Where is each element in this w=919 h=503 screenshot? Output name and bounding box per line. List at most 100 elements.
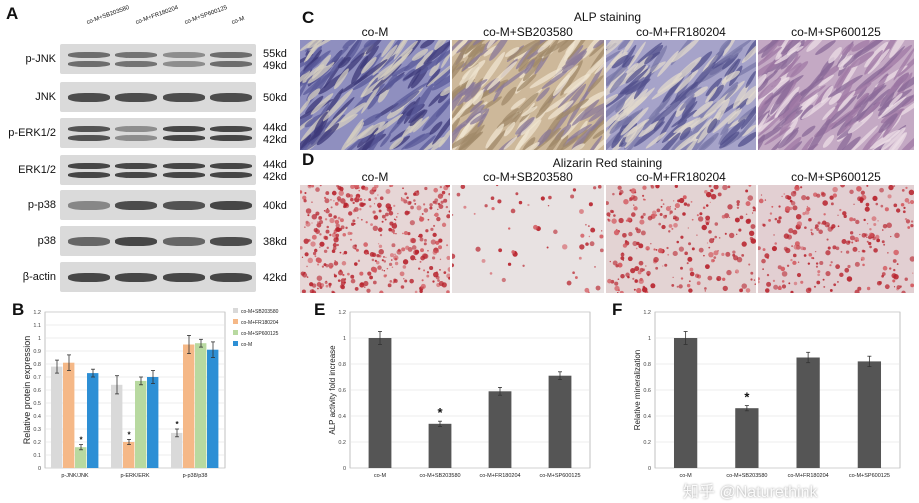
cell-shape (801, 96, 832, 120)
mineral-nodule (402, 259, 409, 265)
mineral-nodule (706, 242, 709, 244)
mineral-nodule (553, 229, 558, 235)
mineral-nodule (335, 223, 340, 228)
mineral-nodule (347, 231, 352, 236)
mineral-nodule (821, 192, 826, 197)
mineral-nodule (774, 217, 778, 221)
mineral-nodule (866, 185, 869, 187)
cell-shape (506, 40, 543, 61)
cell-shape (741, 124, 756, 137)
cell-shape (864, 41, 889, 68)
cell-shape (589, 40, 604, 57)
cell-shape (758, 73, 767, 90)
mineral-nodule (722, 277, 726, 281)
cell-shape (342, 40, 357, 49)
cell-shape (592, 129, 604, 139)
mineral-nodule (341, 261, 347, 266)
mineral-nodule (452, 214, 454, 216)
cell-shape (326, 56, 344, 78)
cell-shape (737, 85, 756, 106)
y-tick-label: 0.6 (338, 388, 346, 394)
mineral-nodule (510, 208, 516, 214)
mineral-nodule (350, 278, 356, 284)
alizarin-label-com: co-M (361, 170, 389, 184)
mineral-nodule (705, 204, 709, 207)
mineral-nodule (389, 185, 394, 188)
blot-band (163, 163, 205, 169)
mineral-nodule (888, 185, 894, 191)
mineral-nodule (367, 271, 372, 276)
cell-shape (415, 50, 434, 70)
mineral-nodule (793, 281, 798, 286)
cell-shape (840, 59, 861, 90)
mineral-nodule (696, 234, 698, 236)
mineral-nodule (659, 212, 663, 216)
mineral-nodule (638, 243, 644, 249)
cell-shape (300, 114, 313, 133)
mineral-nodule (416, 205, 422, 211)
mineral-nodule (632, 195, 638, 201)
mineral-nodule (669, 210, 673, 214)
cell-shape (560, 60, 583, 96)
mineral-nodule (773, 284, 779, 290)
mineral-nodule (816, 227, 820, 231)
x-tick-label: co-M+SB203580 (726, 473, 767, 479)
mineral-nodule (749, 236, 754, 241)
mineral-nodule (666, 246, 669, 250)
y-tick-label: 0.2 (643, 440, 651, 446)
mineral-nodule (760, 194, 763, 196)
mineral-nodule (663, 214, 667, 219)
mineral-nodule (794, 185, 800, 191)
cell-shape (579, 91, 604, 109)
mineral-nodule (875, 202, 879, 206)
mineral-nodule (399, 271, 405, 277)
mineral-nodule (686, 203, 690, 207)
mineral-nodule (373, 215, 379, 220)
mineral-nodule (691, 247, 695, 251)
mineral-nodule (842, 211, 847, 216)
blot-band (115, 201, 157, 210)
mineral-nodule (400, 198, 405, 202)
cell-shape (606, 93, 619, 110)
mineral-nodule (806, 205, 809, 208)
y-tick-label: 1.2 (643, 310, 651, 316)
mineral-nodule (364, 186, 369, 191)
mineral-nodule (674, 203, 680, 209)
mineral-nodule (424, 186, 428, 191)
mineral-nodule (660, 205, 663, 208)
y-tick-label: 0.2 (33, 440, 41, 446)
cell-shape (758, 112, 769, 143)
blot-kd-label: 49kd (263, 60, 287, 72)
cell-shape (307, 127, 323, 145)
cell-shape (692, 86, 708, 98)
cell-shape (724, 84, 738, 101)
mineral-nodule (323, 196, 327, 200)
y-tick-label: 0.4 (643, 414, 651, 420)
cell-shape (671, 56, 702, 85)
mineral-nodule (342, 280, 345, 283)
mineral-nodule (827, 224, 830, 227)
mineral-nodule (774, 242, 777, 245)
mineral-nodule (639, 219, 645, 225)
mineral-nodule (388, 262, 393, 266)
cell-shape (855, 66, 886, 91)
mineral-nodule (804, 226, 807, 229)
mineral-nodule (704, 264, 710, 270)
mineral-nodule (300, 246, 303, 250)
mineral-nodule (758, 277, 761, 281)
mineral-nodule (634, 191, 637, 194)
cell-shape (882, 108, 903, 138)
cell-shape (540, 129, 565, 150)
mineral-nodule (627, 217, 632, 222)
mineral-nodule (345, 226, 348, 230)
mineral-nodule (423, 242, 427, 246)
cell-shape (586, 135, 603, 150)
mineral-nodule (356, 196, 360, 199)
cell-shape (617, 105, 635, 122)
cell-shape (818, 74, 834, 87)
alizarin-label-sb: co-M+SB203580 (483, 170, 573, 184)
mineral-nodule (803, 254, 807, 257)
cell-shape (452, 124, 463, 150)
cell-shape (625, 126, 638, 143)
mineral-nodule (811, 256, 814, 260)
